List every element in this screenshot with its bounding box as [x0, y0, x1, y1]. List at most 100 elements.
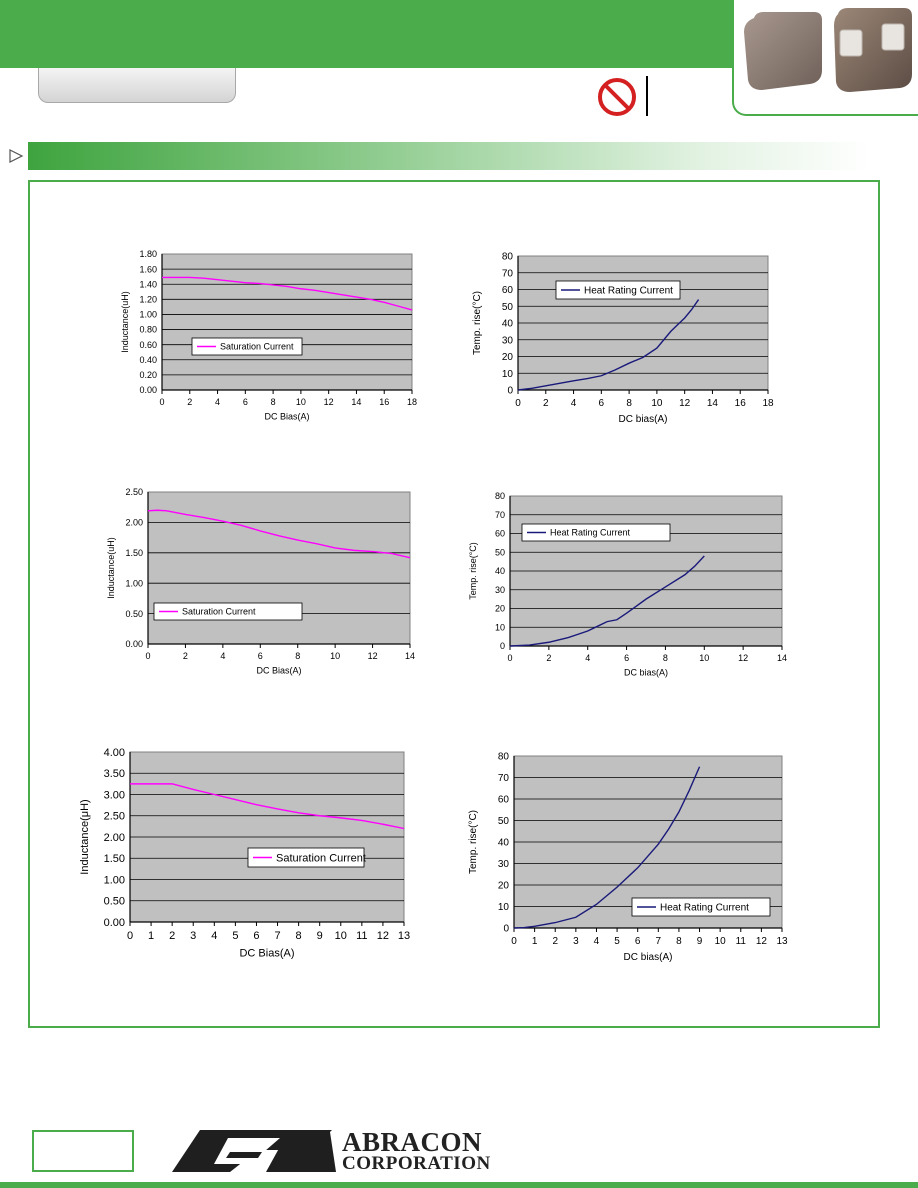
prohibited-circle-icon	[598, 78, 636, 116]
x-tick-label: 14	[707, 398, 719, 409]
y-tick-label: 40	[495, 566, 505, 576]
legend-box	[247, 847, 365, 868]
x-tick-label: 10	[330, 651, 340, 661]
x-tick-label: 6	[635, 936, 641, 947]
x-axis-label: DC bias(A)	[624, 952, 673, 963]
x-tick-label: 0	[159, 397, 164, 407]
legend-box	[631, 897, 771, 917]
y-tick-label: 1.50	[104, 853, 125, 865]
y-tick-label: 0	[507, 386, 513, 397]
x-tick-label: 18	[407, 397, 417, 407]
y-axis-label: Inductance(uH)	[106, 537, 116, 599]
y-tick-label: 0	[500, 641, 505, 651]
x-axis-label: DC Bias(A)	[264, 411, 309, 421]
legend-label: Saturation Current	[182, 607, 256, 617]
x-tick-label: 5	[614, 936, 620, 947]
y-tick-label: 2.50	[125, 487, 143, 497]
x-tick-label: 10	[335, 930, 347, 942]
x-tick-label: 9	[317, 930, 323, 942]
y-tick-label: 30	[502, 335, 514, 346]
x-tick-label: 12	[377, 930, 389, 942]
y-tick-label: 0.50	[125, 609, 143, 619]
y-tick-label: 2.50	[104, 811, 125, 823]
legend-box	[521, 523, 671, 542]
abracon-logo-icon	[172, 1130, 336, 1172]
y-tick-label: 10	[502, 369, 514, 380]
x-tick-label: 2	[169, 930, 175, 942]
x-tick-label: 2	[552, 936, 558, 947]
x-tick-label: 8	[626, 398, 632, 409]
x-tick-label: 6	[243, 397, 248, 407]
y-tick-label: 10	[495, 622, 505, 632]
x-tick-label: 13	[776, 936, 788, 947]
x-tick-label: 3	[573, 936, 579, 947]
y-tick-label: 0.50	[104, 896, 125, 908]
x-tick-label: 12	[679, 398, 691, 409]
legend-label: Saturation Current	[220, 342, 294, 352]
legend-label: Heat Rating Current	[584, 286, 673, 297]
x-tick-label: 8	[271, 397, 276, 407]
x-tick-label: 10	[715, 936, 727, 947]
header-divider	[646, 76, 648, 116]
x-tick-label: 4	[594, 936, 600, 947]
chart-inductance-2: 0.00 0.50 1.00 1.50 2.00 2.50 0 2 4 6 8 10 12 14 DC Bi…	[106, 487, 415, 675]
y-tick-label: 70	[502, 268, 514, 279]
x-tick-label: 8	[676, 936, 682, 947]
x-tick-label: 2	[543, 398, 549, 409]
y-tick-label: 1.50	[125, 548, 143, 558]
charts-frame	[28, 180, 880, 1028]
series-line	[513, 766, 701, 929]
y-tick-label: 60	[502, 285, 514, 296]
footer-box	[32, 1130, 134, 1172]
y-tick-label: 1.80	[139, 249, 157, 259]
series-line	[130, 783, 405, 830]
legend-label: Saturation Current	[276, 852, 366, 864]
y-tick-label: 30	[498, 859, 510, 870]
x-tick-label: 14	[405, 651, 415, 661]
y-tick-label: 40	[502, 319, 514, 330]
company-subtitle: CORPORATION	[342, 1153, 491, 1174]
x-tick-label: 16	[379, 397, 389, 407]
series-line	[509, 555, 705, 647]
y-tick-label: 60	[498, 795, 510, 806]
y-tick-label: 1.00	[104, 874, 125, 886]
y-tick-label: 0.20	[139, 370, 157, 380]
x-tick-label: 12	[368, 651, 378, 661]
series-line	[517, 299, 700, 391]
x-tick-label: 4	[211, 930, 217, 942]
y-tick-label: 0.80	[139, 325, 157, 335]
y-tick-label: 0	[503, 924, 509, 935]
company-name: ABRACON	[342, 1127, 483, 1157]
x-tick-label: 2	[546, 653, 551, 663]
y-tick-label: 20	[498, 881, 510, 892]
x-tick-label: 11	[736, 936, 747, 947]
x-tick-label: 14	[777, 653, 787, 663]
chart-temp-rise-1: 0 10 20 30 40 50 60 70 80 0 2 4 6 8 10 12 14 16 18 DC bias(…	[472, 252, 774, 426]
x-tick-label: 11	[356, 930, 367, 942]
y-tick-label: 50	[502, 302, 514, 313]
y-axis-label: Temp. rise(°C)	[468, 542, 478, 600]
y-tick-label: 80	[502, 252, 514, 263]
x-tick-label: 6	[624, 653, 629, 663]
legend-box	[153, 602, 303, 621]
y-tick-label: 0.40	[139, 355, 157, 365]
x-tick-label: 4	[220, 651, 225, 661]
triangle-arrow-icon	[9, 149, 24, 163]
chart-temp-rise-2: 0 10 20 30 40 50 60 70 80 0 2 4 6 8 10 12 14 DC bias(A) Te…	[468, 491, 787, 677]
y-tick-label: 10	[498, 902, 510, 913]
x-tick-label: 1	[532, 936, 538, 947]
x-tick-label: 8	[296, 930, 302, 942]
y-tick-label: 50	[498, 816, 510, 827]
x-tick-label: 6	[258, 651, 263, 661]
x-tick-label: 14	[351, 397, 361, 407]
y-tick-label: 80	[498, 752, 510, 763]
x-axis-label: DC Bias(A)	[256, 665, 301, 675]
x-tick-label: 6	[599, 398, 605, 409]
x-tick-label: 3	[190, 930, 196, 942]
x-tick-label: 6	[253, 930, 259, 942]
x-tick-label: 2	[183, 651, 188, 661]
y-tick-label: 70	[495, 510, 505, 520]
header-bar	[0, 0, 736, 68]
series-line	[147, 509, 411, 559]
